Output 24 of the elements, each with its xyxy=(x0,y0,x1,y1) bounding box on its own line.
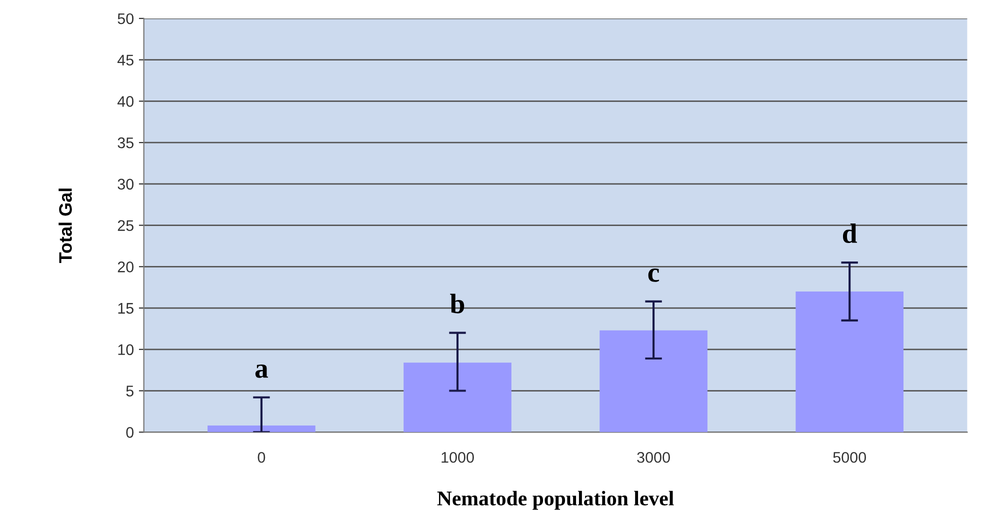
bar xyxy=(600,330,708,432)
bar xyxy=(208,426,316,432)
y-axis-title: Total Gal xyxy=(58,188,72,264)
bar xyxy=(796,291,904,432)
x-axis-title: Nematode population level xyxy=(437,490,674,510)
annotation: d xyxy=(842,223,857,243)
x-tick-label: 0 xyxy=(258,452,266,463)
y-tick-label: 15 xyxy=(118,303,134,314)
x-tick-label: 5000 xyxy=(833,452,866,463)
y-tick-label: 20 xyxy=(118,262,134,272)
y-tick-label: 35 xyxy=(118,137,134,148)
y-tick-label: 45 xyxy=(117,54,134,66)
x-tick-label: 3000 xyxy=(637,452,670,463)
y-tick-label: 40 xyxy=(117,96,134,107)
y-tick-label: 30 xyxy=(118,178,134,190)
y-tick-label: 10 xyxy=(118,344,134,356)
y-tick-label: 5 xyxy=(126,386,134,396)
bar xyxy=(404,362,512,432)
y-tick-label: 50 xyxy=(118,13,134,24)
annotation: c xyxy=(648,268,660,282)
y-tick-label: 25 xyxy=(118,220,134,231)
x-tick-label: 1000 xyxy=(442,452,474,463)
annotation: a xyxy=(255,364,268,378)
y-tick-label: 0 xyxy=(126,427,134,438)
